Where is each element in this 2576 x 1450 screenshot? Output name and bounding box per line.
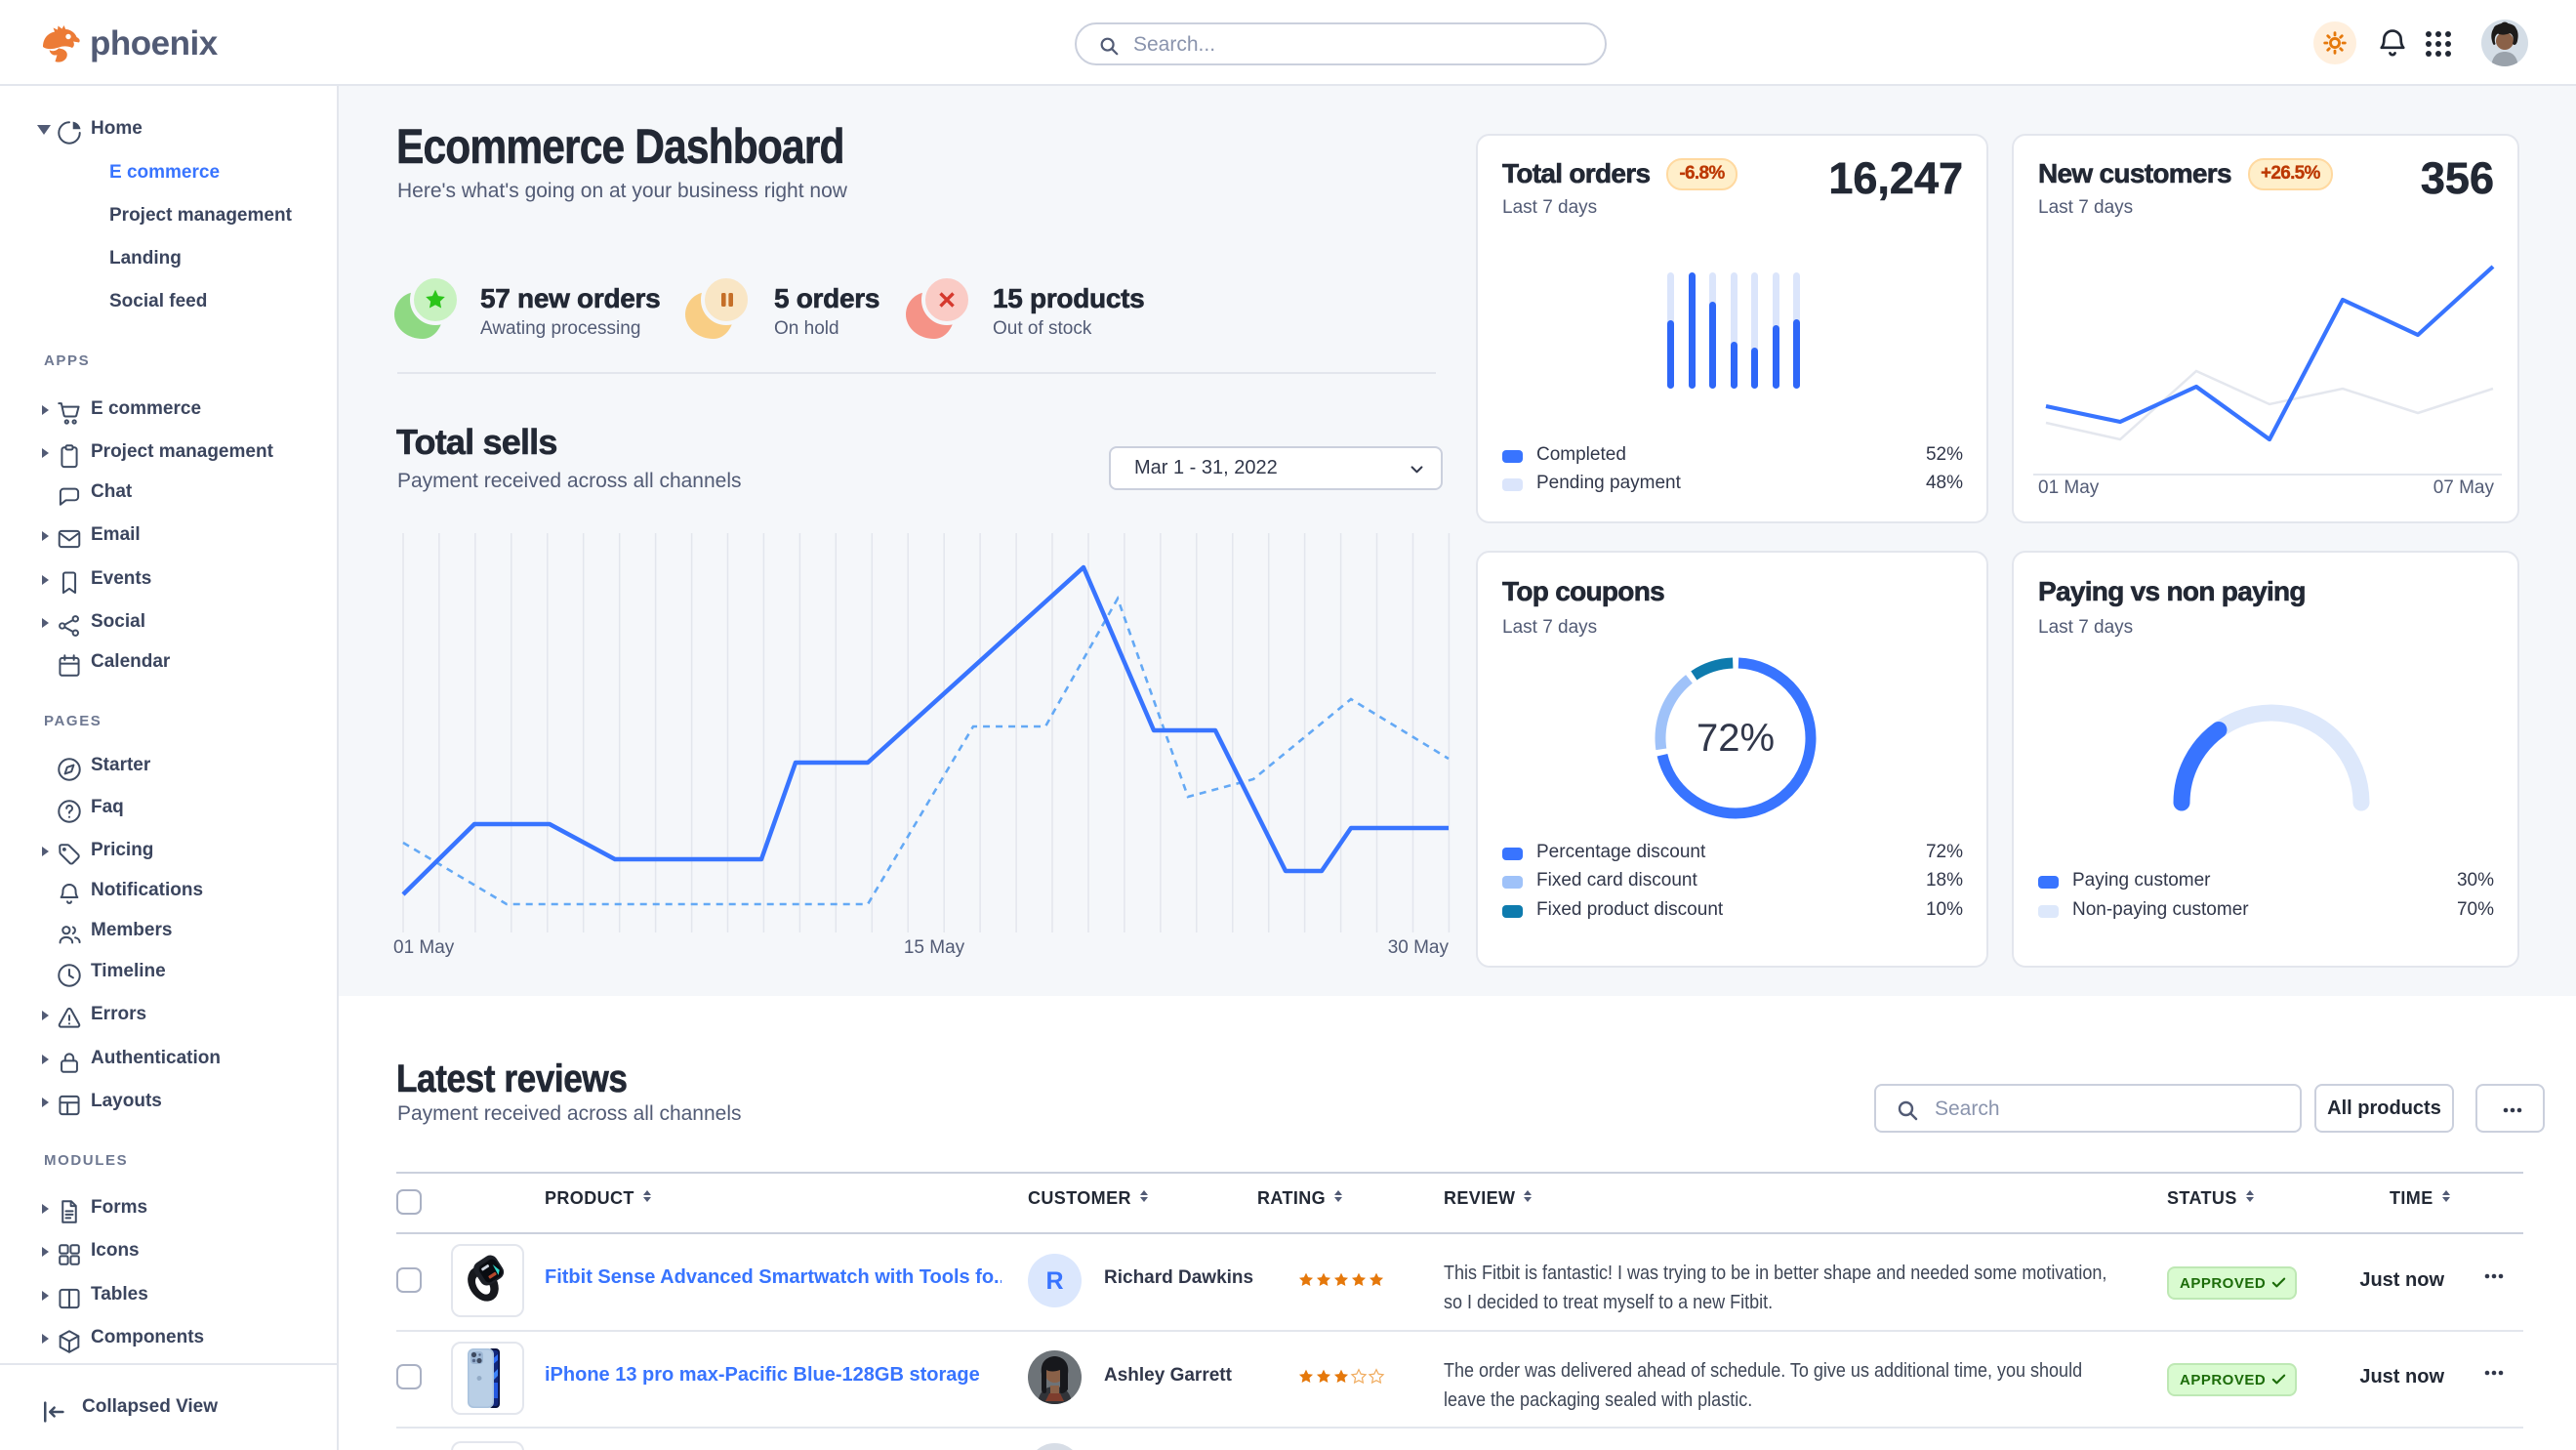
svg-text:72%: 72% bbox=[1697, 717, 1775, 760]
